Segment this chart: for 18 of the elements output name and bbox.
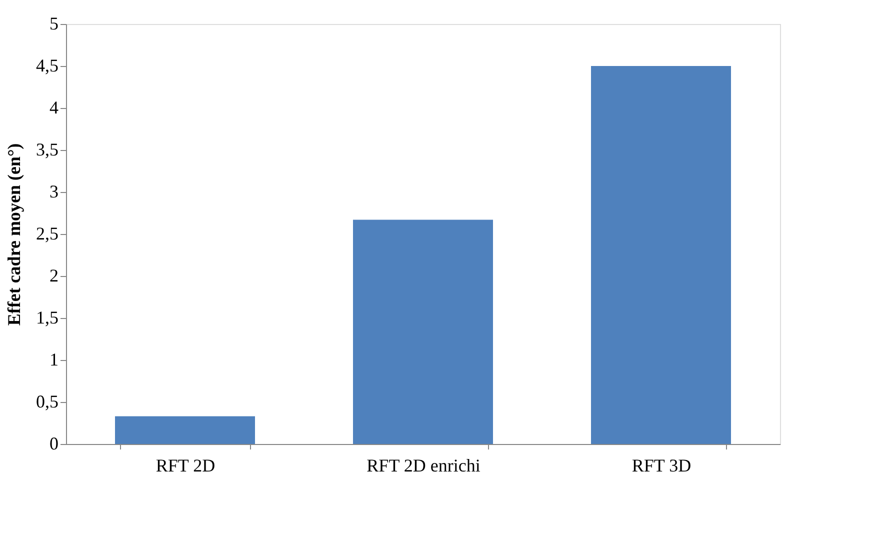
- y-tick-label: 3: [50, 182, 58, 202]
- x-tick-label: RFT 2D enrichi: [366, 456, 480, 476]
- bar: [115, 416, 255, 444]
- y-tick-label: 4: [50, 98, 58, 118]
- y-tick-label: 3,5: [36, 140, 58, 160]
- y-tick-label: 2,5: [36, 224, 58, 244]
- y-tick-label: 2: [50, 266, 58, 286]
- y-tick-label: 1: [50, 350, 58, 370]
- y-tick-label: 0,5: [36, 392, 58, 412]
- y-tick-label: 1,5: [36, 308, 58, 328]
- y-tick-label: 0: [50, 434, 58, 454]
- y-tick-label: 5: [50, 14, 58, 34]
- x-tick-label: RFT 3D: [632, 456, 692, 476]
- y-tick-label: 4,5: [36, 56, 58, 76]
- x-tick-label: RFT 2D: [156, 456, 216, 476]
- bar: [591, 66, 731, 444]
- y-axis-title: Effet cadre moyen (en°): [4, 143, 24, 326]
- bar: [353, 220, 493, 444]
